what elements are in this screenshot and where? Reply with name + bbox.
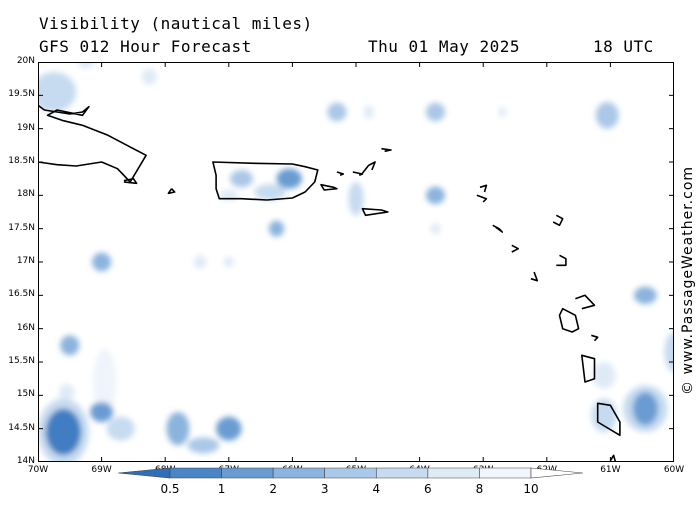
lon-tick-label: 60W: [663, 465, 685, 475]
visibility-map: [38, 62, 674, 462]
lat-tick-label: 16.5N: [8, 289, 35, 300]
visibility-patch: [92, 252, 112, 272]
legend-swatch: [221, 467, 274, 479]
coastline: [381, 147, 392, 153]
coastline: [361, 207, 389, 217]
visibility-patch: [425, 186, 446, 204]
coastline: [511, 244, 519, 253]
copyright-notice: © www.PassageWeather.com: [680, 165, 696, 395]
legend-swatch: [479, 467, 532, 479]
forecast-date: Thu 01 May 2025: [368, 37, 520, 56]
legend-label: 1: [217, 482, 226, 496]
lat-tick-label: 19.5N: [8, 89, 35, 100]
lon-tick-label: 70W: [27, 465, 49, 475]
lat-tick-label: 14N: [16, 456, 35, 466]
legend-swatch: [375, 467, 429, 479]
coastline: [556, 254, 567, 267]
legend-label: 8: [475, 482, 484, 496]
legend-swatch: [324, 467, 377, 479]
coastline: [212, 161, 319, 201]
visibility-patch: [268, 220, 285, 237]
lat-tick-label: 18N: [16, 189, 35, 200]
lat-tick-label: 15N: [16, 389, 35, 400]
coastline: [479, 184, 488, 193]
lat-tick-label: 16N: [16, 322, 35, 333]
coastline: [609, 454, 617, 462]
visibility-patch: [45, 408, 82, 456]
visibility-patch: [430, 223, 441, 235]
coastline: [575, 294, 596, 310]
lat-tick-label: 14.5N: [8, 422, 35, 433]
lon-tick-label: 61W: [600, 465, 621, 475]
forecast-subtitle: GFS 012 Hour Forecast: [39, 37, 252, 56]
coastline: [167, 188, 176, 195]
visibility-patch: [425, 102, 446, 122]
map-title: Visibility (nautical miles): [39, 14, 313, 33]
legend-swatch: [118, 467, 171, 479]
legend-swatch: [272, 467, 326, 479]
axis-ticks: [38, 62, 674, 462]
coastline: [581, 354, 596, 383]
lon-tick-label: 69W: [91, 465, 112, 475]
visibility-patch: [90, 402, 114, 422]
legend-label: 10: [523, 482, 539, 496]
visibility-patch: [230, 170, 253, 188]
visibility-patch: [78, 62, 94, 69]
coastline: [361, 161, 376, 174]
visibility-patch: [223, 256, 234, 268]
visibility-patch: [632, 392, 659, 426]
visibility-patch: [327, 102, 347, 122]
lat-tick-label: 18.5N: [8, 156, 35, 166]
coastline: [352, 171, 364, 177]
legend-label: 6: [424, 482, 432, 496]
lat-tick-label: 17.5N: [8, 222, 35, 233]
visibility-patches: [38, 62, 674, 462]
visibility-patch: [106, 416, 135, 441]
visibility-patch: [664, 332, 674, 372]
coastline: [38, 104, 147, 183]
visibility-patch: [633, 286, 657, 304]
legend-label: 3: [320, 482, 329, 496]
lat-tick-label: 17N: [16, 256, 35, 266]
coastline: [476, 194, 488, 203]
visibility-patch: [216, 416, 242, 441]
coastline: [336, 171, 345, 177]
legend-label: 0.5: [160, 482, 180, 496]
visibility-patch: [38, 72, 77, 112]
lat-tick-label: 19N: [16, 122, 35, 133]
coastline: [596, 402, 621, 437]
visibility-patch: [187, 437, 220, 454]
coastline: [123, 177, 138, 185]
visibility-patch: [141, 68, 157, 85]
color-legend: [118, 467, 583, 479]
coastline: [552, 214, 564, 227]
lat-tick-label: 20N: [16, 56, 35, 66]
visibility-patch: [93, 348, 117, 416]
legend-swatch: [530, 467, 583, 479]
visibility-patch: [276, 168, 302, 189]
visibility-patch: [58, 384, 75, 400]
legend-swatch: [427, 467, 480, 479]
coastline: [591, 334, 599, 342]
lat-tick-label: 15.5N: [8, 356, 35, 366]
visibility-patch: [498, 106, 507, 118]
visibility-patch: [595, 102, 619, 129]
legend-swatch: [169, 467, 222, 479]
visibility-patch: [348, 182, 364, 216]
visibility-patch: [592, 362, 616, 389]
legend-label: 4: [372, 482, 381, 496]
visibility-patch: [166, 412, 190, 446]
visibility-patch: [363, 105, 374, 119]
visibility-patch: [60, 335, 80, 356]
coastline: [530, 271, 539, 282]
visibility-patch: [254, 184, 287, 200]
map-frame: [38, 62, 674, 462]
coastline: [558, 307, 580, 333]
coastlines: [38, 104, 621, 462]
coastline: [320, 183, 338, 191]
legend-label: 2: [269, 482, 277, 496]
visibility-patch: [193, 255, 207, 269]
coastline: [492, 224, 504, 233]
forecast-time: 18 UTC: [593, 37, 654, 56]
